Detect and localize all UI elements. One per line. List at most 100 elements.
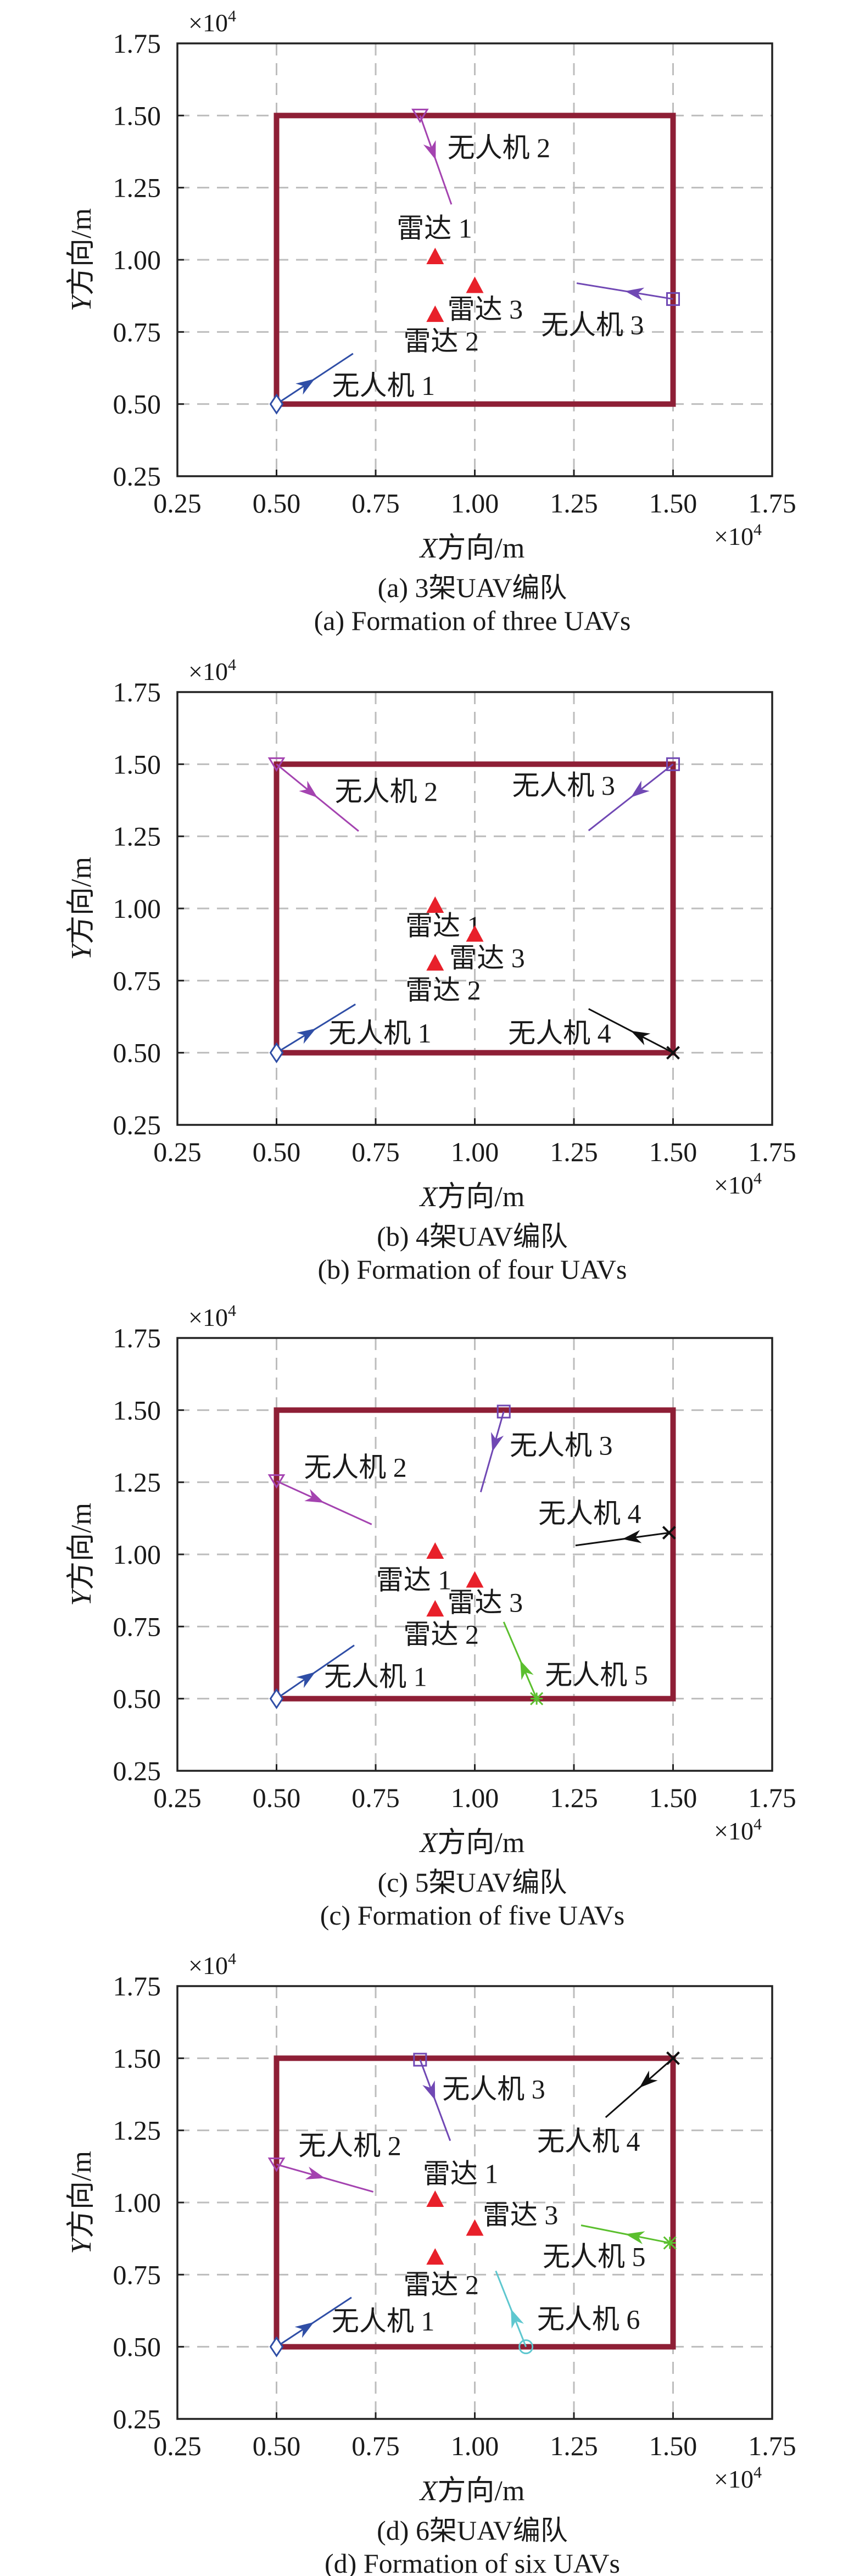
x-tick-label: 1.00 (451, 2430, 499, 2461)
y-tick-label: 0.75 (113, 965, 161, 996)
y-tick-label: 0.25 (113, 1755, 161, 1786)
radar-label: 雷达 2 (404, 326, 479, 356)
direction-arrow-icon (296, 1672, 316, 1688)
y-axis-label: Y方向/m (66, 1503, 97, 1606)
x-tick-label: 1.75 (748, 1136, 796, 1167)
radar-marker (466, 2219, 484, 2236)
y-tick-label: 1.50 (113, 749, 161, 779)
x-axis-var: X (419, 1827, 439, 1859)
x-axis-var: X (419, 1181, 439, 1213)
radar-label: 雷达 1 (423, 2158, 499, 2189)
uav-start-x-marker (662, 1526, 676, 1540)
y-tick-label: 0.25 (113, 461, 161, 492)
uav-start-circle-marker (518, 2339, 534, 2355)
uav-start-diamond-marker (269, 1688, 284, 1709)
exponent-base: ×10 (714, 522, 754, 550)
y-axis-text: 方向/m (66, 1503, 97, 1590)
mission-area-frame (274, 761, 676, 1056)
y-tick-label: 1.25 (113, 1467, 161, 1498)
direction-arrow-icon (422, 2080, 436, 2100)
axes-box (176, 1337, 773, 1772)
caption-cn: (a) 3架UAV编队 (378, 572, 567, 603)
x-axis-label: X方向/m (419, 1181, 525, 1213)
uav-label: 无人机 4 (538, 1498, 641, 1529)
y-axis-exponent: ×104 (188, 656, 236, 685)
y-axis-label: Y方向/m (66, 208, 97, 311)
uav-label: 无人机 2 (304, 1452, 407, 1482)
direction-arrow-icon (297, 1028, 316, 1044)
y-tick-label: 0.50 (113, 389, 161, 420)
uav-trajectory (588, 763, 674, 832)
x-axis-var: X (419, 533, 439, 564)
exponent-base: ×10 (714, 1817, 754, 1845)
uav-trajectory (495, 2270, 527, 2348)
uav-start-x-marker (666, 1046, 680, 1060)
radar-label: 雷达 2 (405, 975, 481, 1006)
y-tick-label: 0.25 (113, 2404, 161, 2434)
uav-start-triangle-marker (267, 2157, 286, 2172)
uav-start-triangle-marker (267, 1474, 286, 1489)
y-tick-label: 1.50 (113, 100, 161, 131)
x-axis-var: X (419, 2475, 439, 2507)
y-axis-var: Y (66, 941, 97, 960)
x-axis-exponent: ×104 (714, 521, 762, 550)
exponent-power: 4 (754, 2463, 762, 2482)
y-tick-label: 1.75 (113, 28, 161, 59)
y-axis-label: Y方向/m (66, 857, 97, 960)
y-tick-label: 0.75 (113, 2259, 161, 2290)
x-tick-label: 0.25 (153, 1136, 202, 1167)
x-tick-label: 0.25 (153, 488, 202, 518)
x-axis-label: X方向/m (419, 2475, 525, 2507)
y-tick-label: 1.00 (113, 2187, 161, 2218)
panel-a: 0.25 0.50 0.75 1.00 1.25 1.50 1.75 0.25 0.50 0.75… (66, 7, 796, 636)
radar-label: 雷达 2 (404, 1619, 479, 1649)
y-axis-label: Y方向/m (66, 2151, 97, 2254)
radar-label: 雷达 1 (376, 1565, 452, 1596)
y-tick-label: 0.75 (113, 1611, 161, 1642)
exponent-base: ×10 (714, 2465, 754, 2493)
y-tick-label: 1.50 (113, 2043, 161, 2073)
x-tick-label: 0.50 (253, 2430, 301, 2461)
radar-marker (426, 1542, 444, 1559)
x-axis-label: X方向/m (419, 1827, 525, 1859)
mission-area-frame (274, 113, 676, 407)
uav-label: 无人机 3 (512, 770, 615, 801)
uav-start-triangle-marker (267, 757, 286, 772)
direction-arrow-icon (630, 780, 650, 798)
direction-arrow-icon (511, 2309, 524, 2329)
x-tick-label: 1.50 (649, 1136, 697, 1167)
y-tick-label: 0.75 (113, 316, 161, 347)
x-axis-label: X方向/m (419, 533, 525, 564)
y-tick-label: 1.00 (113, 1539, 161, 1570)
exponent-power: 4 (228, 656, 236, 674)
x-tick-label: 1.50 (649, 488, 697, 518)
radar-label: 雷达 3 (449, 943, 525, 973)
exponent-power: 4 (754, 1169, 762, 1187)
direction-arrow-icon (520, 1660, 534, 1680)
direction-arrow-icon (491, 1432, 504, 1452)
x-tick-label: 1.25 (550, 1782, 598, 1813)
y-tick-label: 0.50 (113, 2332, 161, 2362)
y-tick-label: 1.75 (113, 677, 161, 707)
caption-en: (a) Formation of three UAVs (314, 605, 631, 636)
radar-marker (426, 305, 444, 322)
uav-start-square-marker (666, 292, 680, 306)
uav-trajectory (479, 1411, 505, 1492)
exponent-base: ×10 (188, 1303, 228, 1331)
radar-label: 雷达 1 (405, 910, 481, 941)
mission-area-frame (274, 1407, 676, 1702)
uav-start-diamond-marker (269, 2336, 284, 2357)
radar-marker (426, 1600, 444, 1617)
uav-label: 无人机 2 (298, 2130, 401, 2161)
uav-label: 无人机 5 (543, 2242, 645, 2272)
y-tick-label: 0.50 (113, 1683, 161, 1714)
y-tick-label: 1.00 (113, 244, 161, 275)
panel-b: 0.25 0.50 0.75 1.00 1.25 1.50 1.75 0.25 0.50 0.75… (66, 656, 796, 1285)
y-axis-text: 方向/m (66, 2151, 97, 2238)
panel-d: 0.25 0.50 0.75 1.00 1.25 1.50 1.75 0.25 0.50 0.75… (66, 1950, 796, 2576)
uav-label: 无人机 2 (448, 132, 551, 163)
y-axis-exponent: ×104 (188, 1302, 236, 1331)
uav-label: 无人机 1 (328, 1018, 432, 1049)
exponent-power: 4 (228, 7, 236, 25)
uav-start-diamond-marker (269, 1042, 284, 1063)
